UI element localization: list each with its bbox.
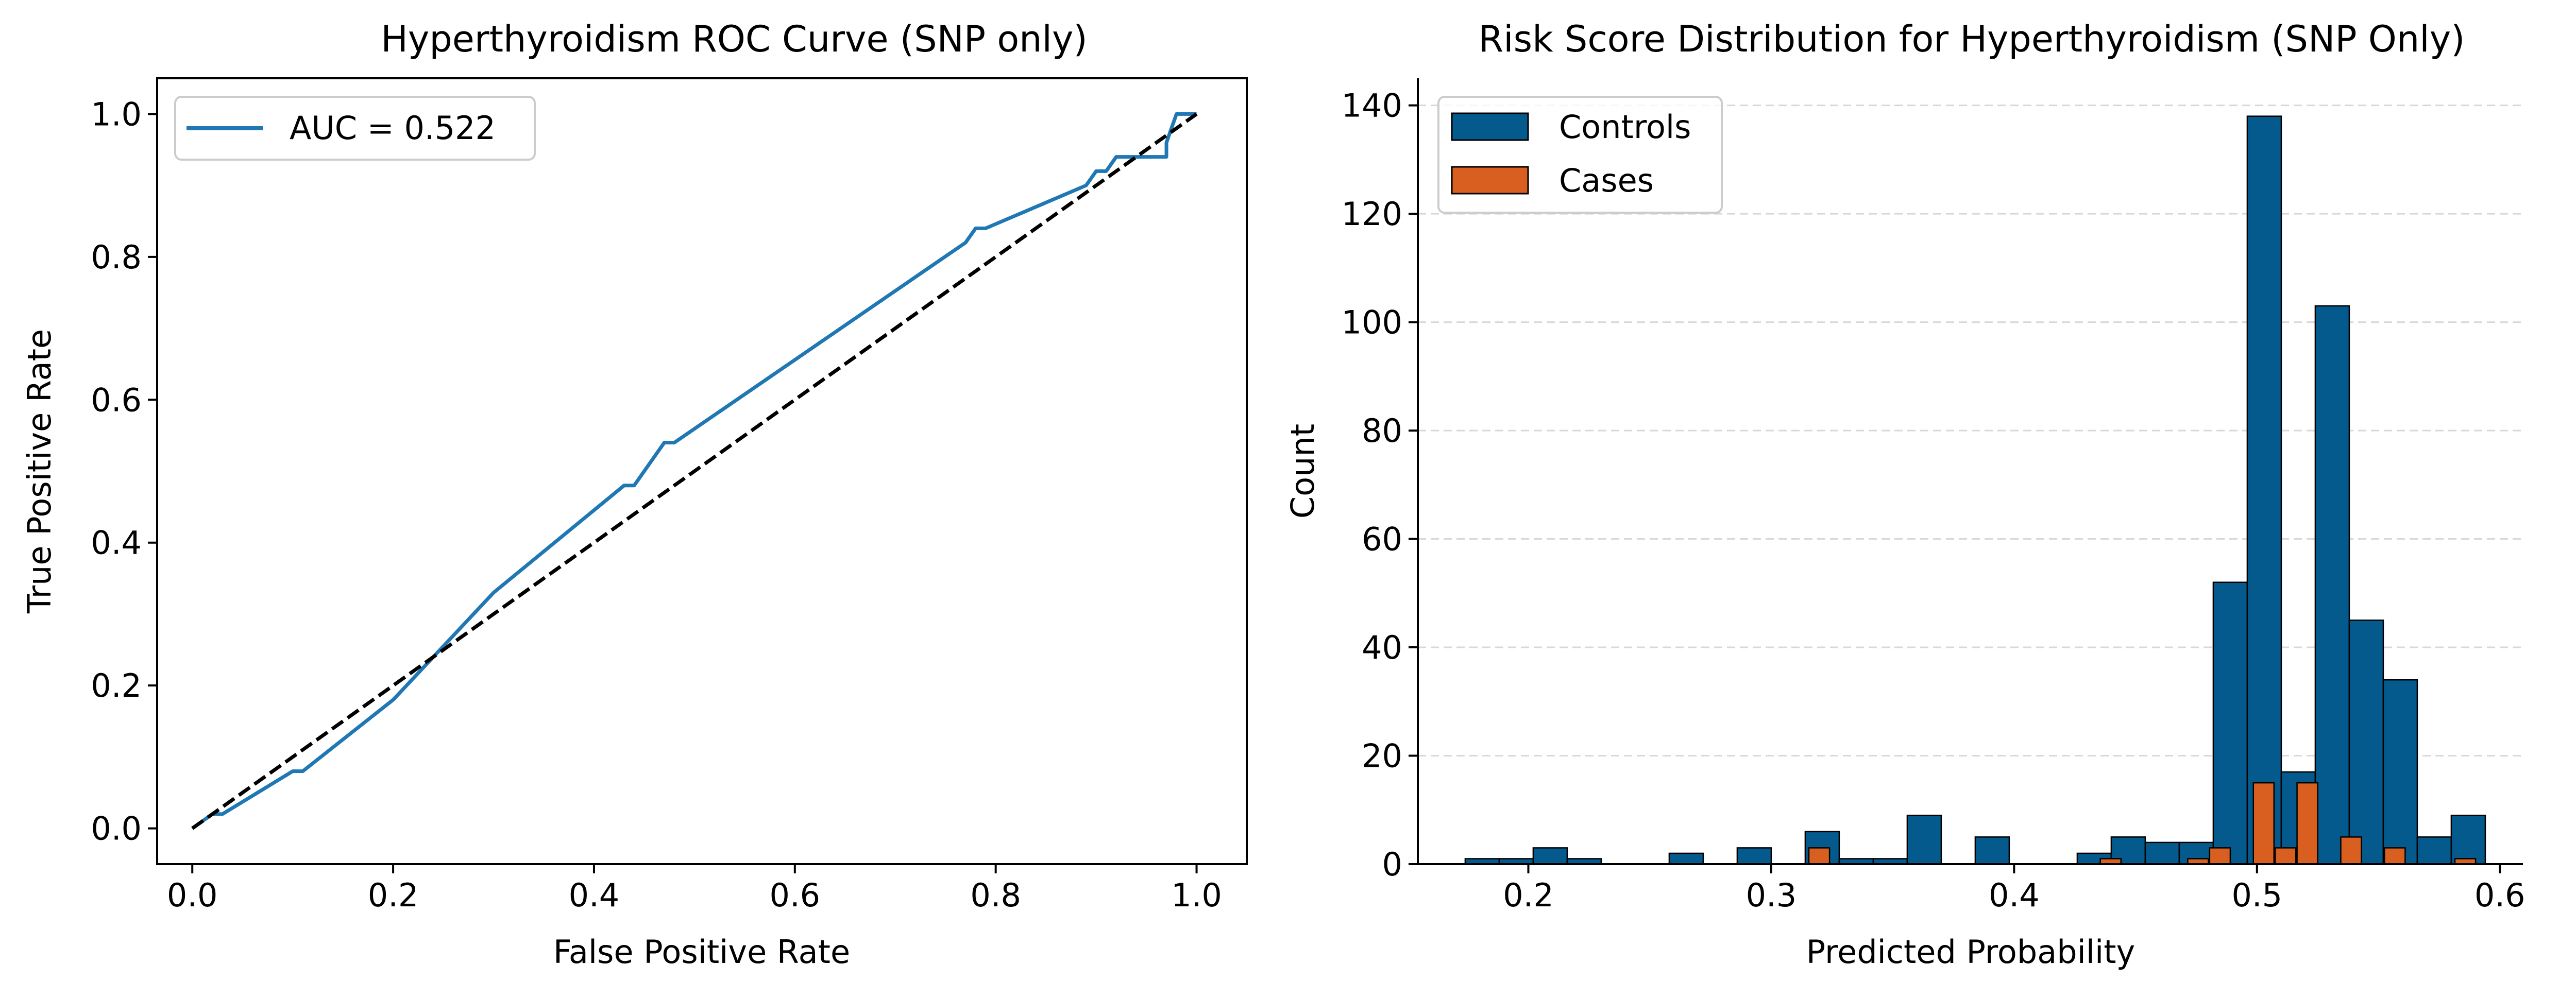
- histogram-chart-title: Risk Score Distribution for Hyperthyroid…: [1479, 18, 2465, 60]
- roc-y-axis-ticks: 0.0 0.2 0.4 0.6 0.8 1.0: [91, 95, 157, 848]
- histogram-bars: [1464, 115, 2486, 865]
- histogram-y-tick-label: 80: [1362, 412, 1402, 450]
- histogram-y-tick-label: 40: [1362, 629, 1402, 666]
- controls-bar: [2144, 841, 2180, 865]
- controls-bar: [2246, 115, 2282, 865]
- controls-bar: [1974, 836, 2010, 865]
- roc-y-axis-label: True Positive Rate: [21, 329, 58, 614]
- roc-chart-title: Hyperthyroidism ROC Curve (SNP only): [381, 18, 1087, 60]
- roc-chart: Hyperthyroidism ROC Curve (SNP only) 0.0…: [21, 18, 1248, 971]
- cases-bar: [2252, 782, 2275, 865]
- controls-bar: [1906, 815, 1942, 865]
- roc-x-axis-ticks: 0.0 0.2 0.4 0.6 0.8 1.0: [167, 864, 1222, 914]
- histogram-x-axis-label: Predicted Probability: [1806, 933, 2136, 971]
- roc-x-tick-label: 0.6: [770, 876, 821, 914]
- controls-bar: [2314, 305, 2350, 865]
- histogram-x-tick-label: 0.5: [2231, 876, 2282, 914]
- cases-bar: [2209, 847, 2231, 865]
- legend-label-cases: Cases: [1559, 162, 1654, 199]
- controls-bar: [1736, 847, 1772, 865]
- cases-bar: [1808, 847, 1831, 865]
- histogram-y-tick-label: 120: [1342, 195, 1402, 233]
- histogram-y-tick-label: 0: [1382, 846, 1402, 883]
- roc-y-tick-label: 0.8: [91, 238, 142, 276]
- legend-swatch-cases: [1451, 166, 1529, 195]
- controls-bar: [2416, 836, 2452, 865]
- histogram-x-tick-label: 0.4: [1989, 876, 2040, 914]
- controls-bar: [2450, 815, 2486, 865]
- controls-bar: [2348, 620, 2384, 865]
- roc-legend-label: AUC = 0.522: [290, 109, 496, 147]
- roc-y-tick-label: 0.4: [91, 524, 142, 562]
- histogram-legend: Controls Cases: [1437, 96, 1723, 214]
- controls-bar: [1532, 847, 1568, 865]
- roc-x-tick-label: 0.2: [368, 876, 419, 914]
- roc-chance-diagonal-line: [191, 112, 1198, 830]
- roc-legend-box: [174, 96, 536, 161]
- roc-plot-area: [191, 112, 1198, 830]
- controls-bar: [1668, 852, 1704, 865]
- roc-x-tick-label: 0.8: [970, 876, 1021, 914]
- histogram-y-axis-ticks: 0 20 40 60 80 100 120 140: [1342, 87, 1418, 883]
- histogram-x-tick-label: 0.2: [1503, 876, 1554, 914]
- histogram-y-tick-label: 100: [1342, 304, 1402, 341]
- histogram-y-tick-label: 140: [1342, 87, 1402, 125]
- roc-x-tick-label: 0.4: [569, 876, 620, 914]
- histogram-chart: Risk Score Distribution for Hyperthyroid…: [1284, 18, 2526, 971]
- controls-bar: [2382, 679, 2418, 865]
- roc-y-tick-label: 0.0: [91, 810, 142, 848]
- cases-bar: [2296, 782, 2318, 865]
- histogram-y-axis-label: Count: [1284, 424, 1321, 519]
- legend-label-controls: Controls: [1559, 108, 1691, 146]
- roc-legend: AUC = 0.522: [174, 96, 536, 161]
- histogram-y-tick-label: 60: [1362, 521, 1402, 558]
- roc-x-tick-label: 0.0: [167, 876, 218, 914]
- roc-curve-line: [191, 112, 1197, 830]
- roc-x-tick-label: 1.0: [1171, 876, 1222, 914]
- cases-bar: [2274, 847, 2297, 865]
- roc-y-tick-label: 0.6: [91, 381, 142, 419]
- roc-x-axis-label: False Positive Rate: [553, 933, 850, 971]
- legend-swatch-controls: [1451, 112, 1529, 141]
- controls-bar: [2212, 581, 2248, 865]
- histogram-y-tick-label: 20: [1362, 737, 1402, 775]
- roc-y-tick-label: 0.2: [91, 667, 142, 704]
- roc-y-tick-label: 1.0: [91, 95, 142, 133]
- cases-bar: [2340, 836, 2362, 865]
- roc-axes-frame: [156, 77, 1248, 865]
- histogram-x-tick-label: 0.6: [2475, 876, 2526, 914]
- histogram-x-axis-ticks: 0.2 0.3 0.4 0.5 0.6: [1503, 864, 2526, 914]
- cases-bar: [2384, 847, 2406, 865]
- histogram-x-tick-label: 0.3: [1746, 876, 1797, 914]
